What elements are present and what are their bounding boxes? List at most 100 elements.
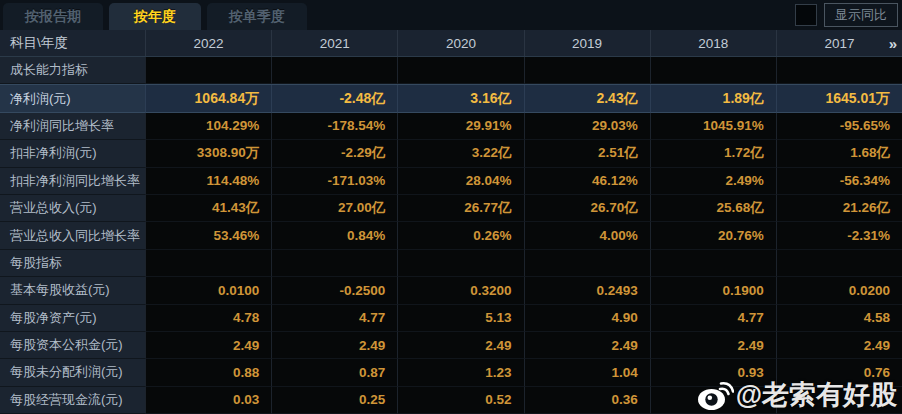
- table-row[interactable]: 营业总收入同比增长率 53.46% 0.84% 0.26% 4.00% 20.7…: [0, 222, 902, 249]
- table-row[interactable]: 扣非净利润同比增长率 114.48% -171.03% 28.04% 46.12…: [0, 168, 902, 195]
- row-value: 53.46%: [145, 222, 271, 249]
- row-value: [776, 250, 902, 277]
- row-value: 1.72亿: [650, 140, 776, 167]
- row-label: 净利润同比增长率: [0, 113, 145, 140]
- row-value: 4.77: [650, 305, 776, 332]
- row-value: 2.49: [271, 332, 397, 359]
- show-yoy-checkbox[interactable]: [795, 4, 817, 26]
- row-value: 3.22亿: [397, 140, 523, 167]
- row-value: 0.0200: [776, 277, 902, 304]
- show-yoy-control: 显示同比: [795, 3, 898, 27]
- tab-quarterly[interactable]: 按单季度: [207, 3, 307, 30]
- table-row[interactable]: 扣非净利润(元) 3308.90万 -2.29亿 3.22亿 2.51亿 1.7…: [0, 140, 902, 167]
- row-value: 0.3200: [397, 277, 523, 304]
- row-value: 0.88: [145, 359, 271, 386]
- row-label: 基本每股收益(元): [0, 277, 145, 304]
- table-row[interactable]: 每股未分配利润(元) 0.88 0.87 1.23 1.04 0.93 0.76: [0, 359, 902, 386]
- row-value: 104.29%: [145, 113, 271, 140]
- table-row[interactable]: 成长能力指标: [0, 57, 902, 84]
- row-value: 26.70亿: [524, 195, 650, 222]
- row-value: 4.90: [524, 305, 650, 332]
- row-value: 1.04: [524, 359, 650, 386]
- row-value: 2.49: [776, 332, 902, 359]
- row-value: 2.43亿: [524, 85, 650, 112]
- year-header-2018: 2018: [650, 30, 776, 56]
- row-value: 0.84%: [271, 222, 397, 249]
- row-value: -56.34%: [776, 168, 902, 195]
- more-years-icon[interactable]: »: [889, 35, 895, 52]
- row-value: [145, 250, 271, 277]
- row-value: 2.49: [397, 332, 523, 359]
- row-value: 1.89亿: [650, 85, 776, 112]
- table-row[interactable]: 每股经营现金流(元) 0.03 0.25 0.52 0.36: [0, 387, 902, 414]
- row-value: -171.03%: [271, 168, 397, 195]
- year-header-2020: 2020: [397, 30, 523, 56]
- row-value: 2.51亿: [524, 140, 650, 167]
- row-value: 29.03%: [524, 113, 650, 140]
- row-value: 0.52: [397, 387, 523, 414]
- row-value: -0.2500: [271, 277, 397, 304]
- row-value: [776, 57, 902, 84]
- row-value: -2.48亿: [271, 85, 397, 112]
- table-row[interactable]: 每股资本公积金(元) 2.49 2.49 2.49 2.49 2.49 2.49: [0, 332, 902, 359]
- row-value: [650, 387, 776, 414]
- row-value: 1.68亿: [776, 140, 902, 167]
- row-value: 2.49: [524, 332, 650, 359]
- table-row[interactable]: 净利润(元) 1064.84万 -2.48亿 3.16亿 2.43亿 1.89亿…: [0, 84, 902, 112]
- row-value: [524, 250, 650, 277]
- tab-report-period[interactable]: 按报告期: [3, 3, 103, 30]
- table-row[interactable]: 营业总收入(元) 41.43亿 27.00亿 26.77亿 26.70亿 25.…: [0, 195, 902, 222]
- row-label: 扣非净利润同比增长率: [0, 168, 145, 195]
- row-value: 2.49: [145, 332, 271, 359]
- row-value: [650, 250, 776, 277]
- row-value: [397, 250, 523, 277]
- row-value: 4.58: [776, 305, 902, 332]
- row-label: 每股净资产(元): [0, 305, 145, 332]
- row-value: 1045.91%: [650, 113, 776, 140]
- row-value: 0.87: [271, 359, 397, 386]
- table-row[interactable]: 每股指标: [0, 250, 902, 277]
- financial-indicators-panel: 按报告期 按年度 按单季度 显示同比 科目\年度 2022 2021 2020 …: [0, 0, 902, 414]
- row-value: 3308.90万: [145, 140, 271, 167]
- row-value: 27.00亿: [271, 195, 397, 222]
- row-value: -95.65%: [776, 113, 902, 140]
- table-row[interactable]: 每股净资产(元) 4.78 4.77 5.13 4.90 4.77 4.58: [0, 305, 902, 332]
- show-yoy-button[interactable]: 显示同比: [824, 3, 898, 27]
- row-value: 26.77亿: [397, 195, 523, 222]
- row-label: 营业总收入(元): [0, 195, 145, 222]
- row-value: 2.49: [650, 332, 776, 359]
- table-header-row: 科目\年度 2022 2021 2020 2019 2018 2017 »: [0, 30, 902, 57]
- period-tabbar: 按报告期 按年度 按单季度 显示同比: [0, 0, 902, 30]
- table-row[interactable]: 基本每股收益(元) 0.0100 -0.2500 0.3200 0.2493 0…: [0, 277, 902, 304]
- year-header-2022: 2022: [145, 30, 271, 56]
- row-value: [397, 57, 523, 84]
- row-value: [145, 57, 271, 84]
- row-value: 4.00%: [524, 222, 650, 249]
- row-value: 21.26亿: [776, 195, 902, 222]
- row-value: [271, 250, 397, 277]
- row-value: 0.0100: [145, 277, 271, 304]
- row-value: 0.36: [524, 387, 650, 414]
- row-value: 114.48%: [145, 168, 271, 195]
- row-value: 25.68亿: [650, 195, 776, 222]
- row-value: 20.76%: [650, 222, 776, 249]
- row-label: 营业总收入同比增长率: [0, 222, 145, 249]
- row-value: [524, 57, 650, 84]
- row-value: 3.16亿: [397, 85, 523, 112]
- row-value: 0.26%: [397, 222, 523, 249]
- row-value: 0.25: [271, 387, 397, 414]
- tab-yearly[interactable]: 按年度: [109, 3, 201, 30]
- table-row[interactable]: 净利润同比增长率 104.29% -178.54% 29.91% 29.03% …: [0, 113, 902, 140]
- row-label: 每股资本公积金(元): [0, 332, 145, 359]
- row-value: 0.93: [650, 359, 776, 386]
- row-value: -178.54%: [271, 113, 397, 140]
- row-value: 0.1900: [650, 277, 776, 304]
- row-value: [650, 57, 776, 84]
- row-value: 29.91%: [397, 113, 523, 140]
- row-value: 1.23: [397, 359, 523, 386]
- year-header-2021: 2021: [271, 30, 397, 56]
- year-header-2019: 2019: [524, 30, 650, 56]
- year-header-2017: 2017 »: [776, 30, 902, 56]
- row-label: 每股经营现金流(元): [0, 387, 145, 414]
- table-body: 成长能力指标 净利润(元) 1064.84万 -2.48亿 3.16亿 2.43…: [0, 57, 902, 414]
